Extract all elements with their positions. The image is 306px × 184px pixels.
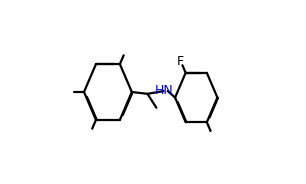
Text: HN: HN [155, 84, 174, 97]
Text: F: F [177, 55, 185, 68]
